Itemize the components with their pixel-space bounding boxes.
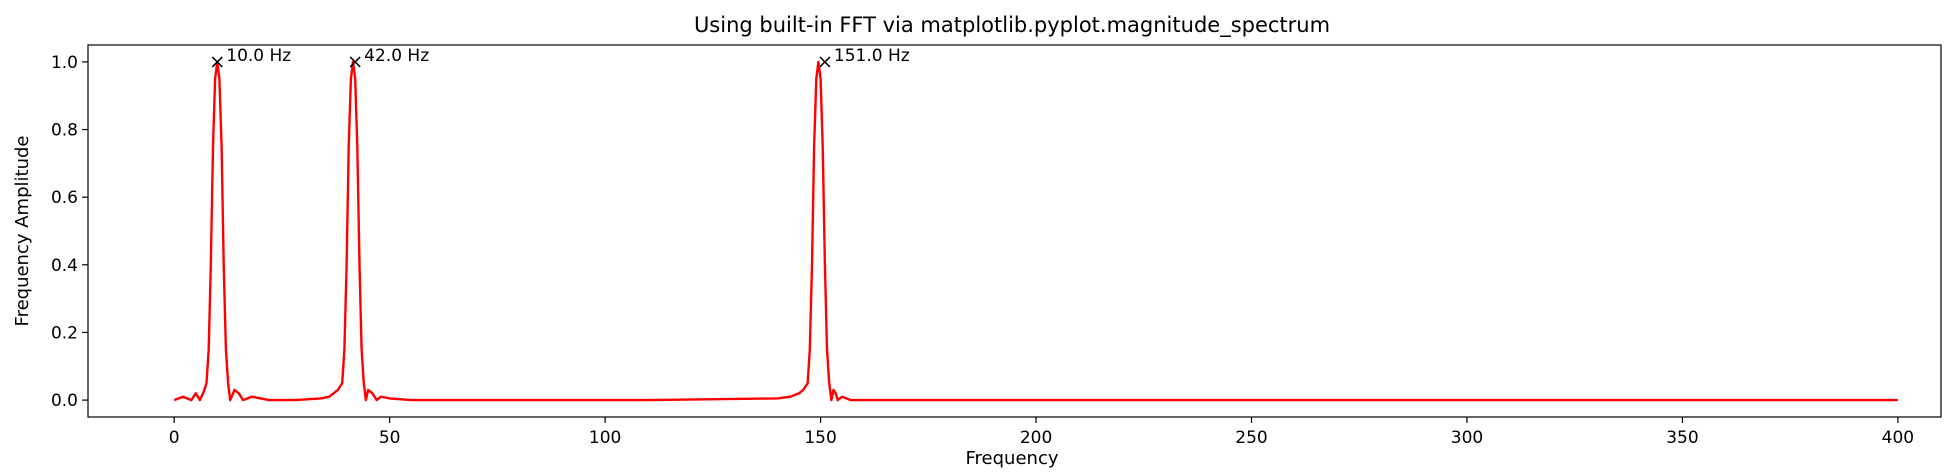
peak-label-0: 10.0 Hz bbox=[226, 46, 291, 66]
x-tick-label-4: 200 bbox=[1020, 428, 1052, 448]
x-tick-label-7: 350 bbox=[1666, 428, 1698, 448]
plot-area: 10.0 Hz 42.0 Hz 151.0 Hz bbox=[173, 46, 1898, 402]
y-axis-label: Frequency Amplitude bbox=[12, 136, 33, 327]
y-tick-label-0: 0.0 bbox=[51, 391, 78, 411]
peak-marker-2 bbox=[819, 56, 831, 68]
x-tick-label-5: 250 bbox=[1235, 428, 1267, 448]
x-tick-label-0: 0 bbox=[169, 428, 180, 448]
y-tick-label-5: 1.0 bbox=[51, 53, 78, 73]
chart-title: Using built-in FFT via matplotlib.pyplot… bbox=[694, 13, 1330, 38]
x-tick-label-6: 300 bbox=[1451, 428, 1483, 448]
spectrum-line-0 bbox=[173, 60, 1898, 402]
peak-label-1: 42.0 Hz bbox=[364, 46, 429, 66]
axis-ticks: 0 50 100 150 200 250 300 350 400 0.0 0.2 0.4 0.6 0.8 1… bbox=[51, 53, 1914, 448]
y-tick-label-2: 0.4 bbox=[51, 256, 78, 276]
y-tick-label-4: 0.8 bbox=[51, 121, 78, 141]
x-tick-label-2: 100 bbox=[589, 428, 621, 448]
peak-label-2: 151.0 Hz bbox=[834, 46, 910, 66]
x-axis-label: Frequency bbox=[966, 448, 1059, 469]
axes-frame bbox=[87, 44, 1942, 418]
y-tick-label-3: 0.6 bbox=[51, 188, 78, 208]
x-tick-label-1: 50 bbox=[379, 428, 401, 448]
peak-marker-1 bbox=[349, 56, 361, 68]
x-tick-label-3: 150 bbox=[804, 428, 836, 448]
peak-marker-0 bbox=[211, 56, 223, 68]
y-tick-label-1: 0.2 bbox=[51, 323, 78, 343]
x-tick-label-8: 400 bbox=[1882, 428, 1914, 448]
